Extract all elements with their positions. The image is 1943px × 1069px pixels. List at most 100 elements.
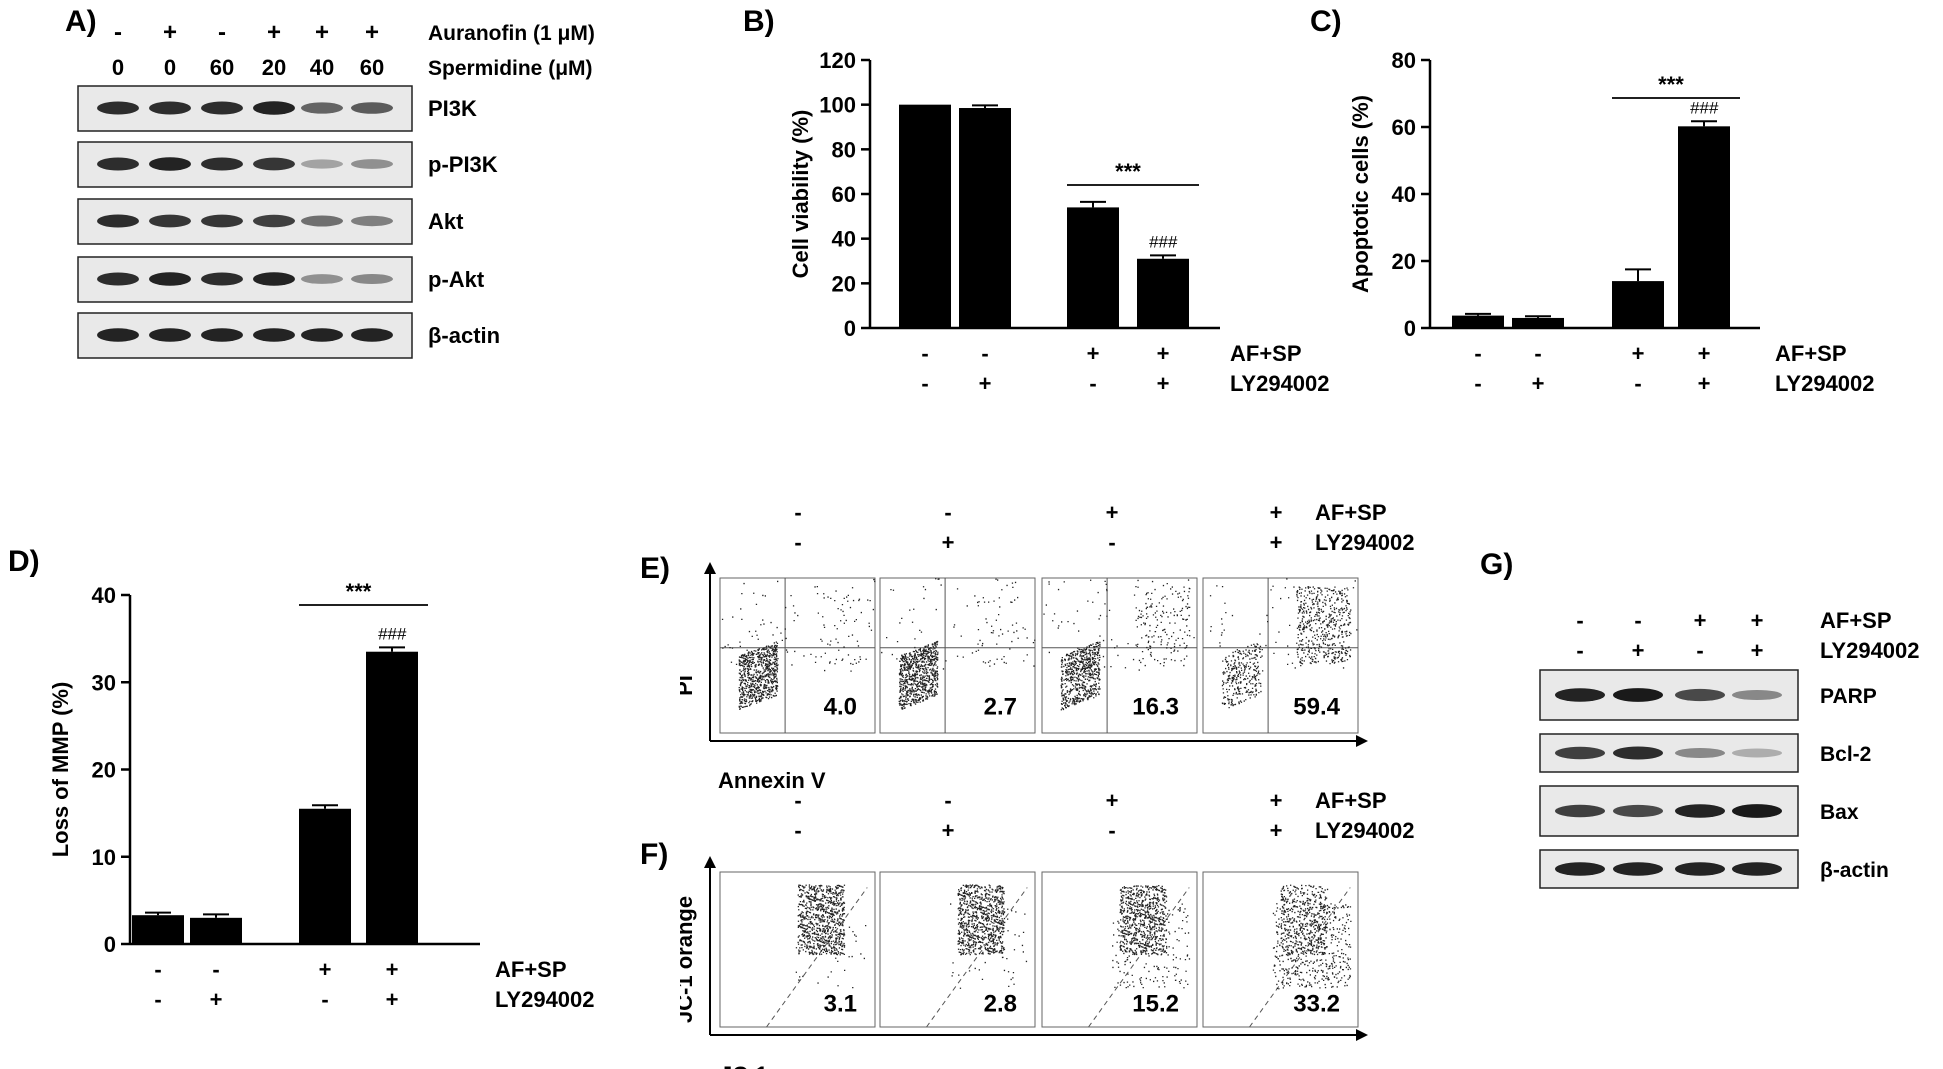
treatment-label: LY294002	[1315, 530, 1415, 555]
treatment-sign: -	[212, 957, 219, 982]
treatment-label: AF+SP	[1315, 790, 1387, 813]
auranofin-label: Auranofin (1 μM)	[428, 22, 595, 45]
panel-b-label: B)	[743, 5, 775, 38]
treatment-label: AF+SP	[1775, 341, 1847, 366]
blot-band	[149, 328, 191, 342]
blot-band	[351, 273, 393, 285]
treatment-sign: +	[1751, 638, 1764, 663]
blot-band	[201, 157, 243, 171]
treatment-sign: +	[210, 987, 223, 1012]
blot-band	[351, 215, 393, 227]
blot-band	[301, 274, 343, 284]
arrow-head-icon	[704, 856, 716, 868]
blot-band	[253, 101, 295, 115]
bar	[1452, 315, 1504, 328]
y-tick-label: 60	[832, 182, 856, 207]
significance-stars: ***	[346, 579, 372, 604]
blot-band	[1675, 688, 1725, 702]
blot-band	[149, 157, 191, 171]
blot-band	[149, 214, 191, 228]
significance-hash: ###	[378, 624, 407, 643]
blot-band	[1732, 804, 1782, 818]
blot-band	[253, 272, 295, 286]
flow-plot-frame	[719, 871, 876, 1028]
blot-band	[1675, 747, 1725, 759]
blot-band	[253, 328, 295, 342]
quadrant-percentage: 2.7	[984, 693, 1017, 720]
treatment-sign: +	[942, 530, 955, 555]
blot-band	[301, 215, 343, 227]
treatment-sign: -	[154, 987, 161, 1012]
treatment-sign: +	[1157, 371, 1170, 396]
y-tick-label: 30	[92, 670, 116, 695]
treatment-sign: +	[1698, 371, 1711, 396]
panel-d-label: D)	[8, 545, 40, 578]
spermidine-dose: 60	[210, 55, 234, 80]
blot-band	[1732, 748, 1782, 758]
flow-events	[721, 578, 876, 710]
blot-band	[149, 272, 191, 286]
panel-c-apoptotic-cells-chart: 0 20 40 60 80 Apoptotic cells (%) - - - + + - + + AF+S…	[1348, 48, 1875, 396]
treatment-sign: -	[921, 341, 928, 366]
panel-c-label: C)	[1310, 5, 1342, 38]
treatment-sign: +	[979, 371, 992, 396]
blot-band	[1555, 804, 1605, 818]
auranofin-sign: +	[315, 19, 329, 46]
y-axis-label: Apoptotic cells (%)	[1348, 95, 1373, 293]
bar	[299, 808, 351, 944]
blot-band	[1555, 746, 1605, 760]
y-tick-label: 20	[1392, 249, 1416, 274]
auranofin-sign: +	[365, 19, 379, 46]
y-tick-label: 40	[832, 227, 856, 252]
panel-e-label: E)	[640, 552, 670, 585]
arrow-head-icon	[1356, 735, 1368, 747]
treatment-sign: -	[1089, 371, 1096, 396]
x-axis-label: JC-1 green	[720, 1062, 834, 1069]
treatment-sign: -	[1576, 638, 1583, 663]
y-tick-label: 80	[1392, 48, 1416, 73]
bar	[190, 917, 242, 944]
y-tick-label: 40	[92, 583, 116, 608]
bar	[959, 108, 1011, 329]
significance-hash: ###	[1690, 98, 1719, 117]
flow-events	[950, 884, 1028, 989]
significance-hash: ###	[1149, 232, 1178, 251]
blot-band	[351, 102, 393, 114]
auranofin-sign: +	[163, 19, 177, 46]
quadrant-percentage: 15.2	[1132, 991, 1179, 1018]
treatment-sign: +	[1270, 818, 1283, 843]
panel-f-jc1-flow: - - + + - + - + AF+SP LY294002 JC-1 orange JC-1 gre…	[680, 790, 1415, 1069]
flow-plot-frame	[1202, 871, 1359, 1028]
treatment-sign: -	[1474, 341, 1481, 366]
flow-plot-frame	[879, 871, 1036, 1028]
treatment-label: AF+SP	[495, 957, 567, 982]
blot-band	[253, 214, 295, 228]
treatment-sign: -	[921, 371, 928, 396]
treatment-sign: +	[1751, 608, 1764, 633]
treatment-sign: -	[1696, 638, 1703, 663]
quadrant-percentage: 16.3	[1132, 693, 1179, 720]
treatment-sign: -	[944, 500, 951, 525]
arrow-head-icon	[704, 562, 716, 574]
blot-band	[97, 328, 139, 342]
panel-e-annexin-flow: - - + + - + - + AF+SP LY294002 PI Annexin V 4.0 2.7 16…	[680, 500, 1415, 793]
treatment-sign: +	[1106, 790, 1119, 813]
panel-a-label: A)	[65, 5, 97, 38]
treatment-sign: +	[1270, 790, 1283, 813]
treatment-sign: +	[1270, 500, 1283, 525]
blot-band	[1555, 688, 1605, 702]
treatment-sign: +	[1694, 608, 1707, 633]
bar	[1067, 207, 1119, 328]
treatment-sign: +	[1270, 530, 1283, 555]
blot-band	[1675, 804, 1725, 818]
treatment-sign: +	[1157, 341, 1170, 366]
blot-band	[301, 328, 343, 342]
blot-label: β-actin	[1820, 859, 1889, 882]
bar	[1137, 258, 1189, 328]
treatment-sign: -	[1634, 371, 1641, 396]
blot-band	[301, 102, 343, 114]
flow-events	[1209, 578, 1358, 709]
treatment-sign: -	[1534, 341, 1541, 366]
treatment-sign: +	[1698, 341, 1711, 366]
treatment-sign: -	[981, 341, 988, 366]
